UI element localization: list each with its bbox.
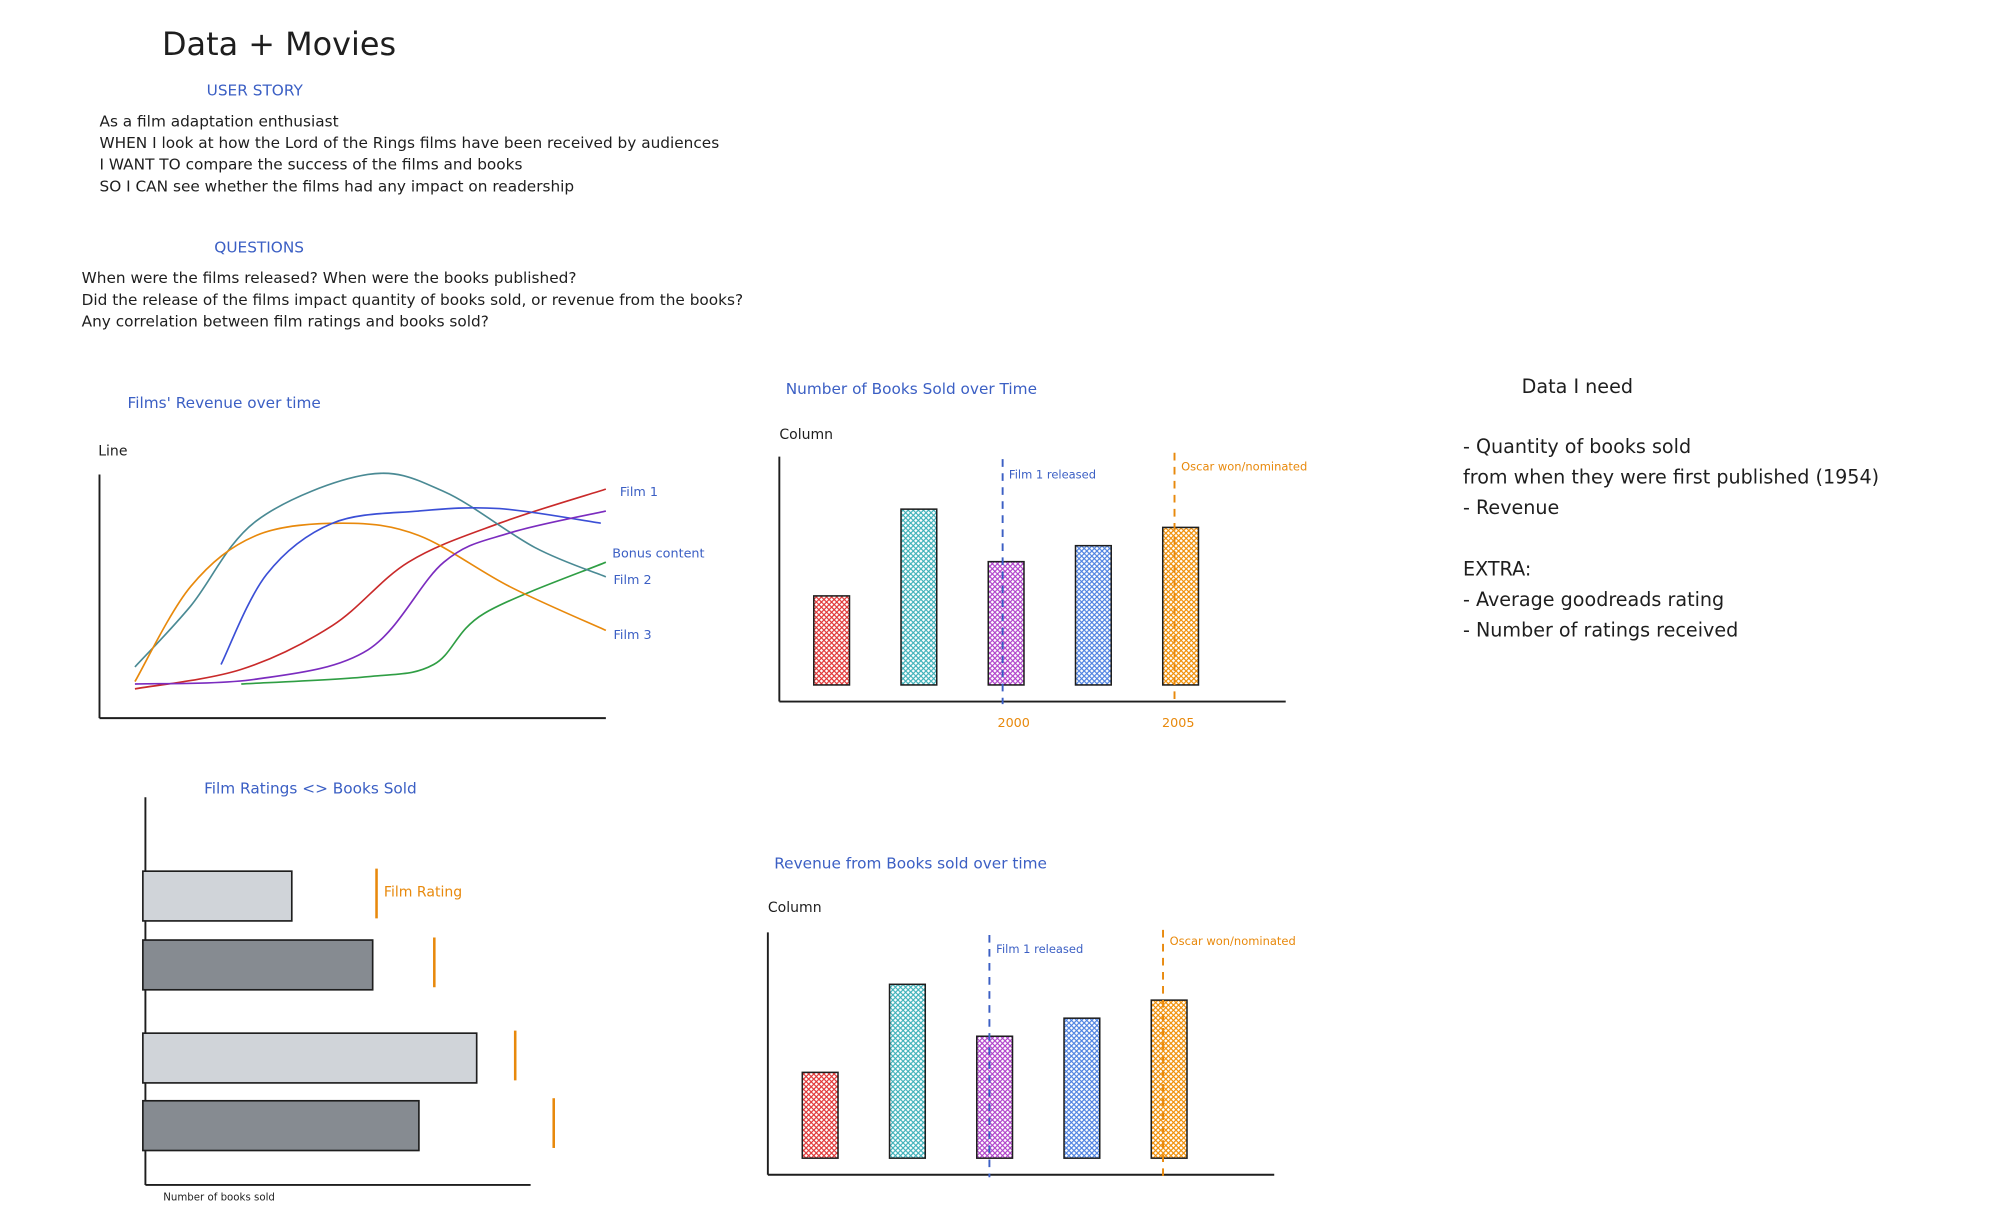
marker-label: Oscar won/nominated: [1169, 936, 1296, 949]
series-line: [134, 510, 607, 685]
series-label: Film 3: [613, 628, 652, 643]
books-revenue-chart: [766, 929, 1275, 1178]
user-story-heading: USER STORY: [206, 81, 303, 100]
column-bar: [813, 595, 851, 686]
column-bar: [1150, 999, 1188, 1159]
chart-title: Number of Books Sold over Time: [785, 380, 1037, 398]
question-line: Did the release of the films impact quan…: [81, 290, 744, 309]
chart-kind-label: Column: [779, 426, 834, 443]
series-label: Bonus content: [612, 547, 705, 562]
column-bar: [801, 1071, 839, 1159]
column-bar: [1063, 1017, 1101, 1159]
book-sales-bar: [142, 1032, 478, 1084]
column-bar: [888, 983, 927, 1159]
rating-label: Film Rating: [383, 883, 463, 901]
series-line: [134, 522, 607, 682]
series-line: [241, 561, 607, 685]
extra-heading: EXTRA:: [1463, 557, 1532, 581]
user-story-line: WHEN I look at how the Lord of the Rings…: [99, 133, 720, 152]
chart-kind-label: Column: [767, 899, 822, 916]
user-story-line: I WANT TO compare the success of the fil…: [99, 155, 523, 174]
book-sales-bar: [142, 870, 293, 922]
x-tick-label: 2000: [997, 716, 1030, 731]
x-axis-label: Number of books sold: [163, 1191, 275, 1203]
films-revenue-chart: [98, 472, 607, 720]
book-sales-bar: [142, 1099, 420, 1152]
column-bar: [976, 1035, 1014, 1159]
column-bar: [987, 560, 1025, 686]
marker-label: Oscar won/nominated: [1181, 461, 1308, 475]
extra-item: - Average goodreads rating: [1463, 588, 1725, 611]
column-bar: [900, 508, 938, 686]
question-line: When were the films released? When were …: [81, 269, 577, 287]
user-story-line: As a film adaptation enthusiast: [99, 112, 339, 131]
data-needed-item: - Quantity of books sold: [1463, 434, 1692, 458]
questions-heading: QUESTIONS: [214, 238, 305, 257]
data-needed-heading: Data I need: [1521, 374, 1633, 398]
x-tick-label: 2005: [1161, 716, 1195, 731]
ratings-vs-books-chart: [142, 797, 555, 1186]
series-line: [134, 488, 607, 690]
series-line: [220, 506, 601, 665]
chart-title: Film Ratings <> Books Sold: [204, 779, 417, 798]
extra-item: - Number of ratings received: [1463, 618, 1739, 642]
chart-title: Films' Revenue over time: [127, 394, 321, 412]
data-needed-item: from when they were first published (195…: [1463, 465, 1880, 489]
marker-label: Film 1 released: [1008, 469, 1097, 483]
question-line: Any correlation between film ratings and…: [81, 312, 489, 331]
books-sold-chart: [778, 452, 1286, 705]
book-sales-bar: [142, 939, 374, 991]
column-bar: [1161, 526, 1200, 686]
chart-title: Revenue from Books sold over time: [774, 854, 1047, 873]
page-title: Data + Movies: [161, 25, 397, 63]
data-needed-item: - Revenue: [1463, 496, 1560, 520]
user-story-line: SO I CAN see whether the films had any i…: [99, 177, 575, 196]
series-line: [134, 472, 607, 668]
series-label: Film 1: [619, 485, 659, 500]
column-bar: [1074, 544, 1112, 686]
series-label: Film 2: [613, 573, 652, 589]
chart-kind-label: Line: [98, 442, 128, 460]
marker-label: Film 1 released: [996, 943, 1084, 957]
